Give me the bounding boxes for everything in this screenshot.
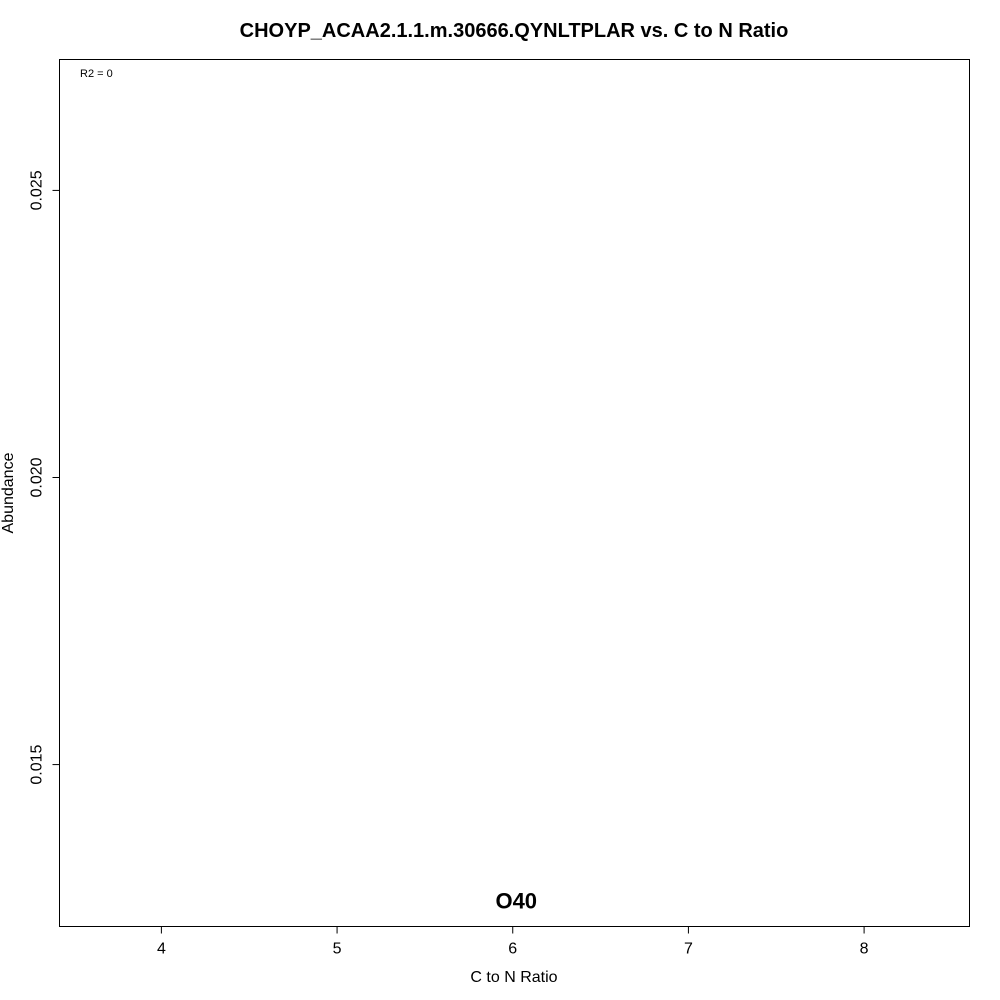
x-axis-title: C to N Ratio (470, 969, 557, 986)
x-tick-label: 5 (333, 941, 342, 958)
x-tick-label: 7 (684, 941, 693, 958)
plot-area-frame (59, 59, 970, 927)
x-tick-label: 6 (508, 941, 517, 958)
y-tick-label: 0.025 (29, 170, 46, 210)
y-tick-label: 0.020 (29, 457, 46, 497)
chart-title: CHOYP_ACAA2.1.1.m.30666.QYNLTPLAR vs. C … (240, 20, 789, 42)
r2-annotation: R2 = 0 (80, 68, 113, 80)
data-point-label: O40 (495, 889, 537, 914)
x-tick-label: 4 (157, 941, 166, 958)
y-axis-title: Abundance (0, 452, 17, 533)
y-axis: 0.015 0.020 0.025 (29, 170, 60, 785)
y-tick-label: 0.015 (29, 744, 46, 784)
data-points: O40 (495, 889, 537, 914)
x-tick-label: 8 (860, 941, 869, 958)
x-axis: 4 5 6 7 8 (157, 926, 869, 958)
